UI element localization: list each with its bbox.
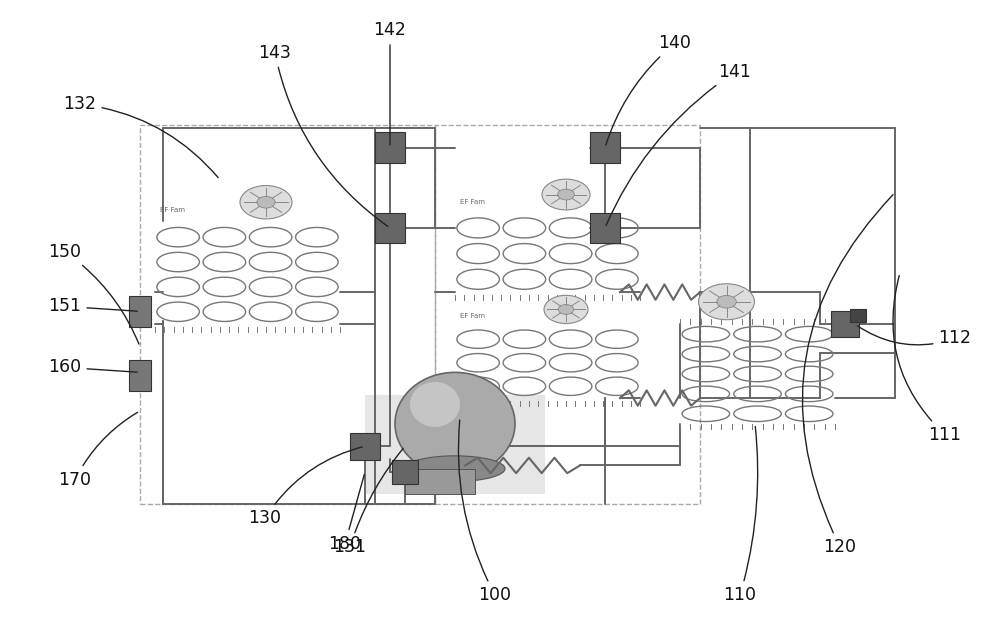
Text: EF Fam: EF Fam xyxy=(460,198,485,205)
Text: 132: 132 xyxy=(64,95,218,178)
Text: 112: 112 xyxy=(857,325,972,347)
Bar xyxy=(435,125,700,504)
Text: 141: 141 xyxy=(606,63,751,225)
Text: 120: 120 xyxy=(802,195,893,556)
Ellipse shape xyxy=(405,456,505,482)
Bar xyxy=(850,309,866,322)
Text: 140: 140 xyxy=(606,34,691,145)
Circle shape xyxy=(240,186,292,219)
Text: EF Fam: EF Fam xyxy=(160,207,185,213)
Text: 131: 131 xyxy=(334,448,403,556)
Bar xyxy=(590,213,620,243)
Circle shape xyxy=(542,179,590,210)
Text: 150: 150 xyxy=(48,243,139,344)
Text: 142: 142 xyxy=(374,21,406,145)
Text: 110: 110 xyxy=(724,426,758,604)
Text: 180: 180 xyxy=(328,474,364,553)
Text: 160: 160 xyxy=(48,358,137,376)
Ellipse shape xyxy=(395,372,515,475)
Bar xyxy=(129,360,151,391)
Circle shape xyxy=(558,189,574,200)
Text: 170: 170 xyxy=(58,412,138,489)
Bar xyxy=(392,460,418,484)
Bar xyxy=(831,311,859,337)
Bar xyxy=(140,125,435,504)
Bar xyxy=(405,469,475,494)
Text: EF Fam: EF Fam xyxy=(460,313,485,319)
Circle shape xyxy=(558,304,574,315)
Text: 100: 100 xyxy=(458,420,512,604)
Bar xyxy=(365,395,545,494)
Text: 143: 143 xyxy=(259,44,388,227)
Bar xyxy=(590,132,620,163)
Circle shape xyxy=(544,295,588,324)
Text: 130: 130 xyxy=(248,447,362,527)
Circle shape xyxy=(257,196,275,208)
Text: 111: 111 xyxy=(893,275,962,444)
Bar xyxy=(375,132,405,163)
Bar xyxy=(350,433,380,460)
Bar xyxy=(375,213,405,243)
Circle shape xyxy=(717,295,736,308)
Circle shape xyxy=(698,284,755,320)
Bar xyxy=(129,296,151,327)
Text: 151: 151 xyxy=(48,297,137,315)
Ellipse shape xyxy=(410,382,460,427)
